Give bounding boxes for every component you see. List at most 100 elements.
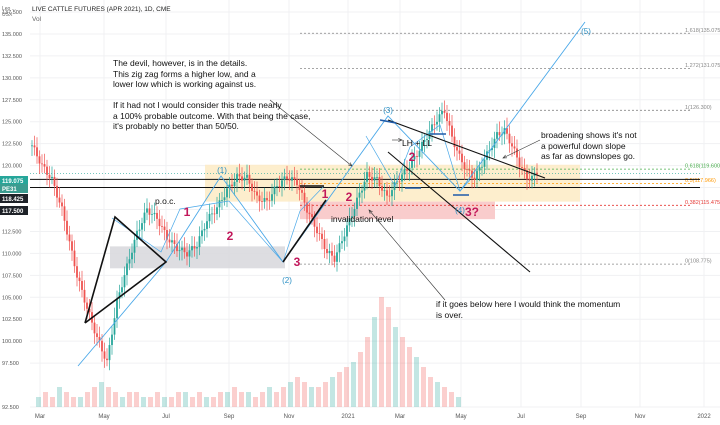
candle-body — [313, 217, 316, 227]
volume-bar — [407, 347, 412, 407]
candle-body — [513, 146, 516, 149]
candle-body — [306, 202, 308, 213]
candle-body — [113, 318, 116, 335]
candle-body — [238, 174, 241, 177]
candle-body — [386, 190, 388, 196]
candle-body — [481, 166, 483, 168]
candle-body — [33, 145, 36, 148]
y-tick-label: 100.000 — [2, 339, 22, 345]
candle-body — [463, 162, 466, 170]
annotation-broadening-note: broadening shows it's not a powerful dow… — [541, 130, 637, 161]
candle-body — [201, 230, 203, 237]
volume-bar — [400, 337, 405, 407]
candle-body — [326, 248, 328, 254]
candle-body — [118, 292, 121, 299]
y-tick-label: 120.000 — [2, 164, 22, 170]
wave-label: (1) — [217, 166, 227, 175]
candle-body — [433, 124, 436, 126]
volume-bar — [316, 387, 321, 407]
candle-body — [61, 202, 63, 207]
candle-body — [381, 186, 383, 191]
x-tick-label: May — [98, 414, 109, 420]
candle-body — [131, 252, 133, 260]
count-label: 2 — [346, 190, 353, 204]
y-tick-label: 125.000 — [2, 120, 22, 126]
candle-body — [441, 110, 443, 115]
candle-body — [221, 200, 223, 201]
candle-body — [63, 206, 66, 221]
candle-body — [316, 226, 318, 234]
count-label: 1 — [184, 205, 191, 219]
volume-bar — [428, 377, 433, 407]
candle-body — [128, 259, 131, 264]
candle-body — [518, 157, 521, 168]
candle-body — [418, 150, 421, 157]
fib-level-label: 0.5(117.966) — [685, 178, 716, 184]
candle-body — [108, 345, 111, 361]
candle-body — [191, 246, 193, 251]
candle-body — [93, 322, 96, 334]
candle-body — [53, 176, 56, 186]
candle-body — [263, 198, 266, 202]
x-tick-label: Mar — [395, 414, 405, 420]
volume-bar — [43, 392, 48, 407]
candle-body — [301, 190, 303, 193]
volume-bar — [337, 372, 342, 407]
candle-body — [528, 179, 531, 181]
volume-bar — [176, 392, 181, 407]
volume-bar — [141, 397, 146, 407]
y-tick-label: 92.500 — [2, 405, 19, 411]
candle-body — [311, 214, 313, 218]
candle-body — [508, 133, 511, 144]
count-label: 3 — [294, 255, 301, 269]
candle-body — [126, 263, 128, 276]
candle-body — [103, 351, 106, 359]
volume-bar — [64, 392, 69, 407]
candle-body — [308, 212, 311, 215]
candle-body — [166, 230, 168, 240]
candle-body — [448, 121, 451, 126]
candle-body — [111, 334, 113, 346]
candle-body — [276, 186, 278, 187]
candle-body — [73, 250, 76, 267]
candle-body — [493, 138, 496, 148]
volume-bar — [36, 397, 41, 407]
candle-body — [516, 148, 518, 158]
volume-bar — [127, 392, 132, 407]
downtrend-lower-line — [387, 151, 531, 273]
volume-bar — [330, 377, 335, 407]
candle-body — [333, 255, 336, 262]
zone-invalidation — [300, 201, 495, 220]
candle-body — [431, 124, 433, 132]
count-label: 2 — [227, 229, 234, 243]
candle-body — [173, 240, 176, 245]
candle-body — [491, 147, 493, 151]
candle-body — [198, 236, 201, 248]
candle-body — [266, 198, 268, 201]
volume-bar — [386, 307, 391, 407]
candle-body — [453, 136, 456, 148]
candle-body — [361, 190, 363, 193]
candle-body — [268, 200, 271, 202]
price-tag — [0, 194, 28, 203]
annotation-poc: p.o.c. — [155, 196, 176, 206]
volume-bar — [414, 357, 419, 407]
volume-bar — [169, 397, 174, 407]
volume-bar — [232, 387, 237, 407]
candle-body — [383, 190, 386, 192]
candle-body — [106, 358, 108, 361]
volume-bar — [435, 382, 440, 407]
candle-body — [346, 225, 348, 237]
candle-body — [233, 181, 236, 187]
volume-bar — [323, 382, 328, 407]
candle-body — [66, 220, 68, 235]
candle-body — [31, 145, 33, 147]
x-tick-label: Nov — [284, 414, 295, 420]
candle-body — [58, 197, 61, 203]
candle-body — [278, 186, 281, 187]
volume-bar — [155, 392, 160, 407]
wave-label: (4) — [455, 206, 465, 215]
fib-level-label: 1.272(131.075) — [685, 63, 720, 69]
candle-body — [408, 167, 411, 171]
